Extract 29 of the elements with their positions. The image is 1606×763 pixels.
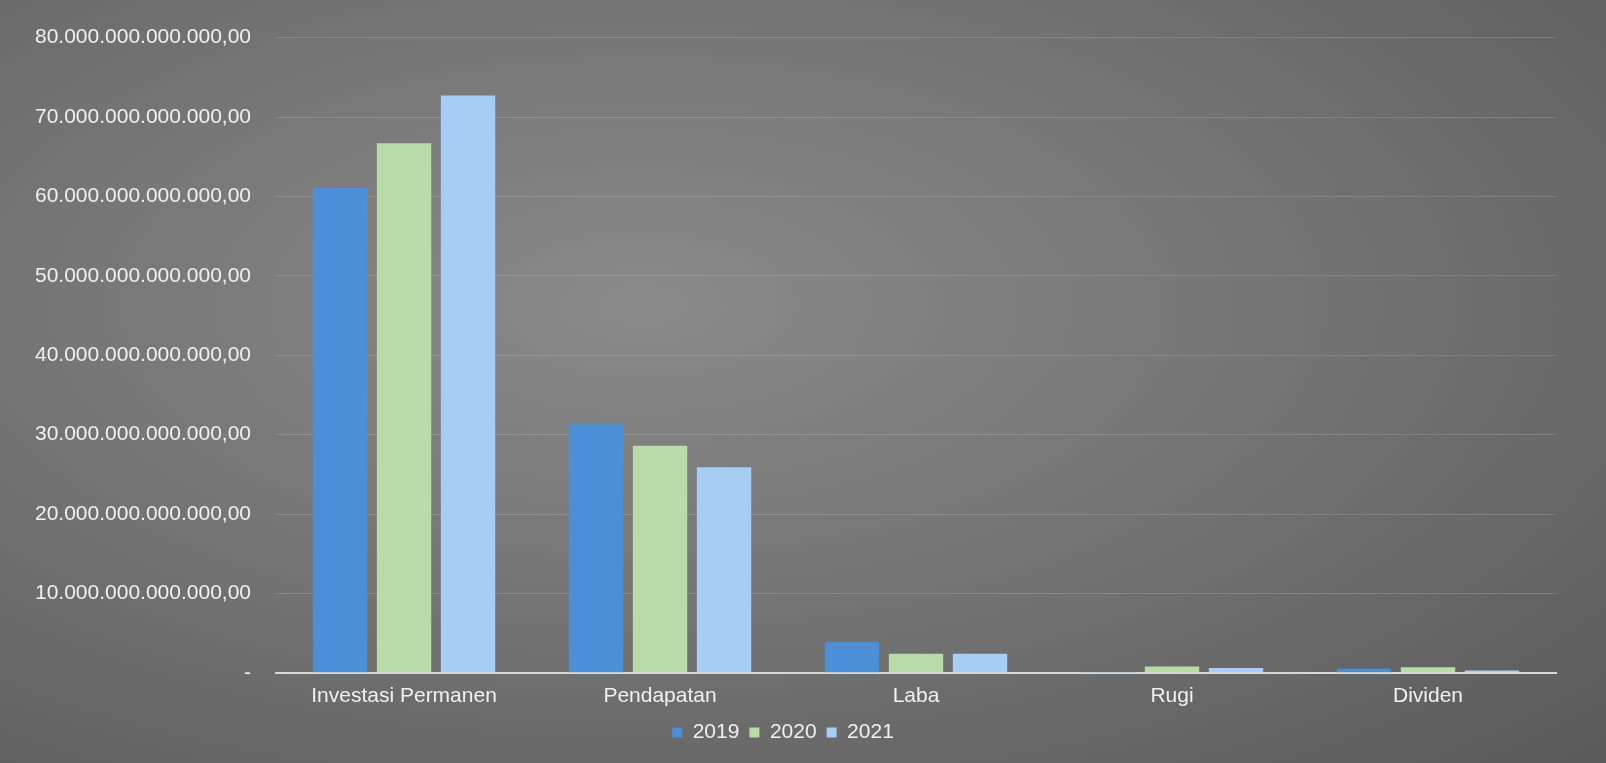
y-tick-label: 40.000.000.000.000,00 [34, 342, 252, 365]
legend-label: 2020 [769, 719, 817, 743]
bar [440, 95, 496, 673]
bar [696, 467, 752, 673]
legend-label: 2019 [692, 719, 740, 743]
bar [568, 424, 624, 673]
bar [376, 143, 432, 673]
y-tick-label: 70.000.000.000.000,00 [34, 103, 252, 127]
x-tick-label: Laba [892, 683, 940, 707]
y-tick-label: 30.000.000.000.000,00 [34, 421, 252, 445]
bar [952, 653, 1008, 673]
y-tick-label: 80.000.000.000.000,00 [34, 24, 252, 48]
y-tick-label: 10.000.000.000.000,00 [34, 580, 252, 604]
bar [824, 641, 880, 673]
bar [1400, 667, 1456, 673]
bar [1208, 668, 1264, 673]
x-tick-label: Investasi Permanen [311, 683, 497, 707]
bar [312, 187, 368, 673]
legend-label: 2021 [847, 719, 894, 743]
bar [1144, 666, 1200, 673]
x-tick-label: Pendapatan [603, 683, 717, 707]
bar [888, 653, 944, 673]
x-tick-label: Dividen [1392, 683, 1464, 707]
y-tick-label: 20.000.000.000.000,00 [34, 500, 252, 524]
x-tick-label: Rugi [1150, 683, 1194, 707]
bar [632, 445, 688, 673]
y-tick-label: 50.000.000.000.000,00 [34, 262, 252, 286]
y-tick-label: - [244, 659, 252, 683]
y-tick-label: 60.000.000.000.000,00 [34, 183, 252, 207]
